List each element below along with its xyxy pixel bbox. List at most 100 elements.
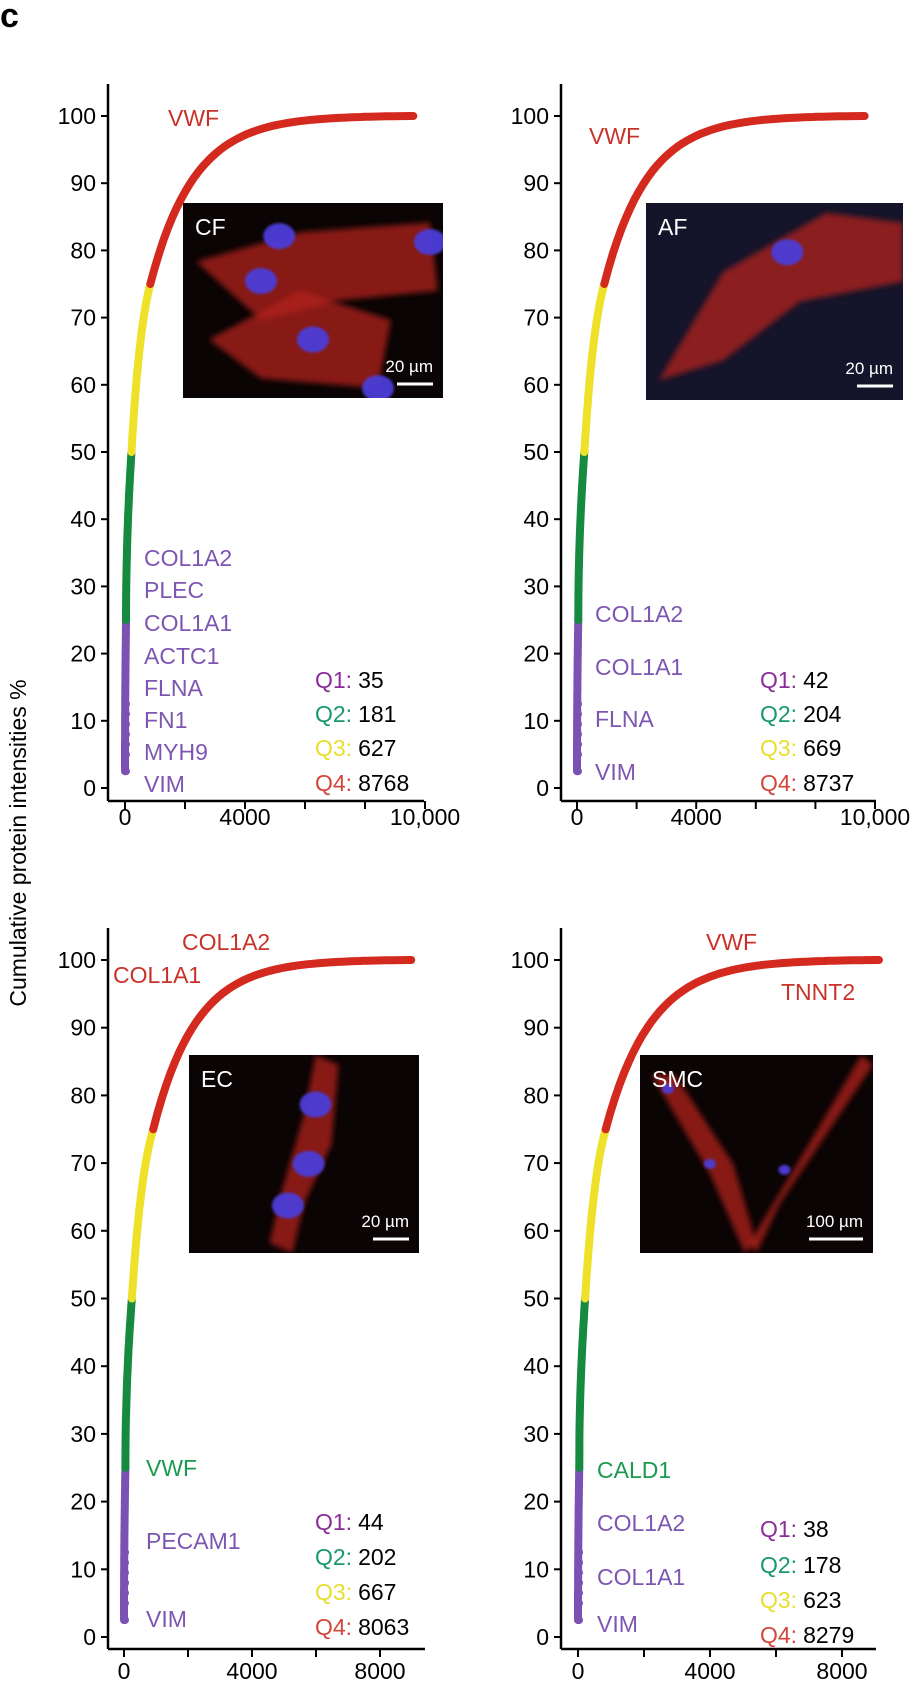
inset-label: CF	[195, 214, 226, 240]
quartile-entry-q3: Q3: 669	[760, 735, 841, 761]
quartile-label: Q1:	[315, 1509, 352, 1535]
inset-label: SMC	[652, 1066, 703, 1092]
micrograph-inset: EC 20 µm	[189, 1055, 419, 1253]
quartile-entry-q1: Q1: 38	[760, 1516, 829, 1542]
scale-bar-label: 20 µm	[385, 357, 433, 376]
data-point	[121, 1548, 129, 1557]
y-tick-label: 80	[70, 237, 96, 263]
y-tick-label: 70	[523, 305, 549, 331]
curve-segment-q4	[149, 956, 416, 1134]
data-point	[122, 750, 130, 759]
y-tick-label: 80	[523, 1082, 549, 1108]
y-tick-label: 50	[523, 439, 549, 465]
quartile-label: Q3:	[315, 735, 352, 761]
quartile-label: Q4:	[760, 770, 797, 796]
gene-label: COL1A1	[597, 1564, 685, 1590]
micrograph-inset: AF 20 µm	[646, 203, 903, 400]
cell-image	[658, 212, 903, 381]
y-tick-label: 70	[70, 305, 96, 331]
curve-segment-q1	[574, 1463, 584, 1625]
gene-label: COL1A1	[144, 610, 232, 636]
quartile-label: Q2:	[315, 701, 352, 727]
curve-segment-q4	[600, 112, 869, 288]
quartile-entry-q1: Q1: 44	[315, 1509, 384, 1535]
y-tick-label: 10	[70, 1556, 96, 1582]
data-point	[574, 730, 582, 739]
cell-nucleus	[703, 1158, 716, 1169]
y-tick-label: 50	[70, 439, 96, 465]
data-point	[122, 710, 130, 719]
x-tick-label: 10,000	[390, 804, 460, 830]
y-tick-label: 60	[70, 372, 96, 398]
data-point	[574, 700, 582, 708]
y-tick-label: 40	[523, 1353, 549, 1379]
chart-panel-cf: 0 10 20 30 40 50 60 70 80 90 100 0 4000 10,000 CF 20 µm…	[58, 84, 460, 830]
inset-label: AF	[658, 214, 687, 240]
y-tick-label: 30	[70, 573, 96, 599]
y-tick-label: 80	[523, 237, 549, 263]
gene-label: VWF	[146, 1455, 197, 1481]
quartile-label: Q1:	[315, 667, 352, 693]
x-tick-label: 8000	[816, 1658, 867, 1684]
y-tick-label: 0	[83, 1624, 96, 1650]
quartile-entry-q4: Q4: 8737	[760, 770, 854, 796]
cell-nucleus	[299, 1091, 332, 1118]
cell-image	[651, 1055, 873, 1253]
y-tick-label: 100	[58, 947, 96, 973]
cell-nucleus	[271, 1192, 304, 1219]
y-tick-label: 10	[523, 708, 549, 734]
cell-nucleus	[778, 1164, 791, 1175]
quartile-entry-q4: Q4: 8279	[760, 1622, 854, 1648]
y-tick-label: 30	[523, 573, 549, 599]
curve-segment-q2	[122, 448, 136, 624]
chart-panel-smc: 0 10 20 30 40 50 60 70 80 90 100 0 4000 8000 SMC 100 µm…	[511, 928, 883, 1684]
quartile-label: Q2:	[760, 1552, 797, 1578]
gene-label: VIM	[597, 1611, 638, 1637]
x-tick-label: 0	[119, 804, 132, 830]
data-point	[122, 700, 130, 708]
curve-segment-q3	[127, 280, 155, 456]
gene-label: COL1A1	[595, 654, 683, 680]
gene-label: COL1A1	[113, 962, 201, 988]
quartile-entry-q1: Q1: 42	[760, 667, 829, 693]
y-tick-label: 50	[70, 1286, 96, 1312]
data-point	[574, 720, 582, 729]
quartile-label: Q3:	[760, 735, 797, 761]
y-tick-label: 0	[536, 1624, 549, 1650]
data-point	[121, 1616, 129, 1625]
micrograph-inset: CF 20 µm	[183, 203, 443, 398]
x-tick-label: 0	[572, 1658, 585, 1684]
y-tick-label: 30	[70, 1421, 96, 1447]
quartile-entry-q2: Q2: 204	[760, 701, 842, 727]
x-tick-label: 0	[571, 804, 584, 830]
quartile-count: 8063	[358, 1614, 409, 1640]
quartile-count: 202	[358, 1544, 396, 1570]
data-point	[574, 740, 582, 749]
y-tick-label: 60	[523, 1218, 549, 1244]
data-point	[575, 1558, 583, 1567]
y-tick-label: 70	[523, 1150, 549, 1176]
quartile-count: 42	[803, 667, 829, 693]
y-tick-label: 30	[523, 1421, 549, 1447]
chart-panel-af: 0 10 20 30 40 50 60 70 80 90 100 0 4000 10,000 AF 20 µm…	[511, 84, 910, 830]
quartile-label: Q1:	[760, 1516, 797, 1542]
quartile-count: 623	[803, 1587, 841, 1613]
y-tick-label: 90	[523, 1015, 549, 1041]
data-point	[574, 750, 582, 759]
quartile-count: 35	[358, 667, 384, 693]
gene-label: VWF	[589, 123, 640, 149]
gene-label: CALD1	[597, 1457, 671, 1483]
gene-label: COL1A2	[182, 929, 270, 955]
curve-segment-q1	[573, 616, 583, 776]
data-point	[121, 1568, 129, 1577]
quartile-entry-q3: Q3: 627	[315, 735, 396, 761]
curve-segment-q2	[574, 448, 589, 624]
quartile-entry-q2: Q2: 178	[760, 1552, 841, 1578]
quartile-label: Q2:	[315, 1544, 352, 1570]
quartile-entry-q4: Q4: 8768	[315, 770, 409, 796]
cell-nucleus	[297, 326, 329, 353]
micrograph-inset: SMC 100 µm	[640, 1055, 873, 1253]
quartile-count: 181	[358, 701, 396, 727]
y-tick-label: 0	[83, 775, 96, 801]
quartile-count: 8279	[803, 1622, 854, 1648]
